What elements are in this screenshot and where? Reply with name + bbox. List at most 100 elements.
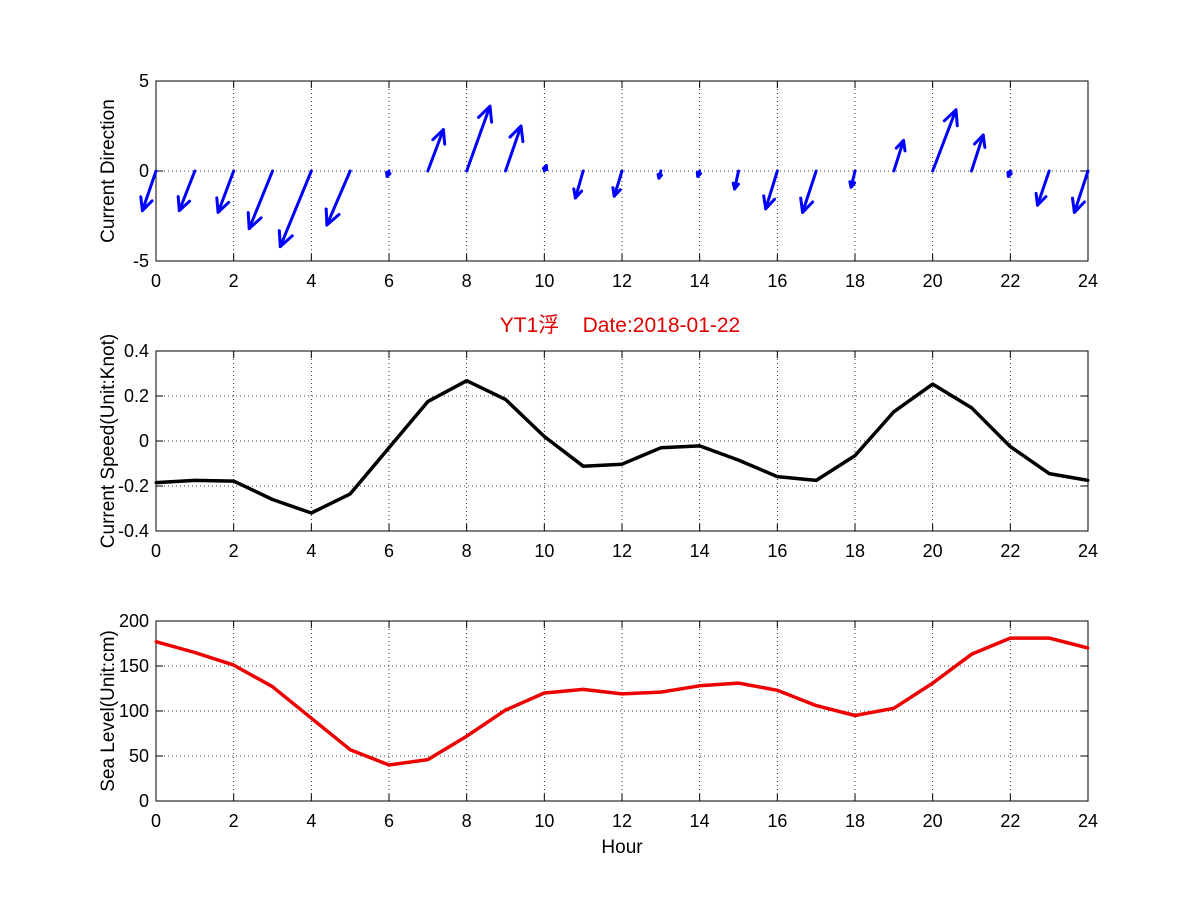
- arrow-shaft: [325, 169, 352, 227]
- x-tick-label: 14: [690, 271, 710, 291]
- arrow-shaft: [177, 169, 197, 213]
- data-point: [465, 734, 469, 738]
- y-tick-label: 0.2: [124, 386, 149, 406]
- vector-arrow: [611, 169, 624, 198]
- vector-arrow: [1034, 169, 1051, 207]
- vector-arrow: [176, 169, 197, 213]
- x-tick-label: 16: [767, 541, 787, 561]
- x-tick-label: 14: [690, 811, 710, 831]
- x-tick-label: 8: [462, 811, 472, 831]
- y-axis-label: Current Speed(Unit:Knot): [98, 334, 119, 548]
- arrow-shaft: [801, 169, 818, 214]
- x-tick-label: 10: [534, 271, 554, 291]
- y-axis-label: Current Direction: [98, 99, 119, 243]
- data-point: [542, 691, 546, 695]
- data-point: [698, 684, 702, 688]
- data-point: [814, 704, 818, 708]
- x-tick-label: 4: [306, 271, 316, 291]
- data-point: [232, 663, 236, 667]
- y-axis-label: Sea Level(Unit:cm): [98, 630, 119, 792]
- data-point: [931, 382, 935, 386]
- arrow-shaft: [504, 124, 523, 173]
- arrow-head: [799, 196, 815, 214]
- arrow-head: [572, 187, 584, 200]
- vector-arrow: [572, 169, 585, 200]
- data-point: [1086, 478, 1090, 482]
- x-tick-label: 16: [767, 271, 787, 291]
- x-tick-label: 22: [1000, 541, 1020, 561]
- data-point: [892, 706, 896, 710]
- data-point: [232, 479, 236, 483]
- arrow-head: [848, 180, 857, 189]
- y-tick-label: -0.4: [118, 521, 149, 541]
- arrow-shaft: [216, 169, 236, 214]
- vector-arrow: [799, 169, 818, 214]
- vector-arrow: [731, 169, 740, 191]
- arrow-head: [942, 108, 959, 128]
- y-tick-label: 5: [139, 71, 149, 91]
- vector-arrow: [541, 164, 549, 173]
- data-point: [1047, 636, 1051, 640]
- arrow-shaft: [426, 128, 445, 173]
- data-point: [737, 681, 740, 685]
- arrow-head: [541, 164, 549, 172]
- data-point: [193, 651, 197, 654]
- x-tick-label: 10: [534, 811, 554, 831]
- arrow-head: [246, 211, 263, 231]
- vector-arrow: [504, 124, 525, 173]
- arrow-head: [277, 229, 294, 249]
- current-speed-panel: 0 2 4 6 8 10 12 14 16 18 20 22 24-0.4-0.200.20.4Curr…: [98, 334, 1098, 561]
- vector-arrow: [465, 104, 494, 173]
- vector-arrow: [324, 169, 352, 227]
- data-point: [737, 458, 740, 462]
- data-point: [931, 681, 935, 685]
- data-point: [309, 511, 313, 515]
- arrow-shaft: [764, 169, 779, 211]
- arrow-head: [477, 104, 494, 124]
- data-point: [504, 397, 507, 401]
- data-point: [814, 478, 818, 482]
- x-tick-label: 24: [1078, 811, 1098, 831]
- data-point: [426, 758, 430, 762]
- data-point: [193, 478, 197, 482]
- data-point: [426, 400, 430, 404]
- x-tick-label: 20: [923, 271, 943, 291]
- x-tick-label: 20: [923, 811, 943, 831]
- data-point: [581, 687, 585, 691]
- data-point: [387, 446, 391, 450]
- data-point: [775, 688, 779, 692]
- data-point: [271, 498, 274, 501]
- x-tick-label: 6: [384, 811, 394, 831]
- arrow-head: [762, 194, 777, 211]
- data-point: [698, 444, 702, 448]
- x-axis-label: Hour: [601, 837, 643, 858]
- data-point: [348, 492, 352, 496]
- data-point: [659, 446, 663, 450]
- y-tick-label: 0: [139, 791, 149, 811]
- x-tick-label: 4: [306, 541, 316, 561]
- data-point: [154, 481, 158, 485]
- arrow-head: [508, 124, 525, 144]
- arrow-shaft: [140, 169, 158, 213]
- x-tick-label: 6: [384, 541, 394, 561]
- y-tick-label: 100: [119, 701, 149, 721]
- arrow-shaft: [573, 169, 585, 200]
- arrow-shaft: [278, 169, 313, 249]
- arrow-head: [1034, 191, 1048, 207]
- figure-title: YT1浮 Date:2018-01-22: [500, 314, 740, 337]
- x-tick-label: 18: [845, 271, 865, 291]
- vector-arrow: [848, 169, 857, 189]
- x-tick-label: 24: [1078, 271, 1098, 291]
- arrow-shaft: [970, 133, 985, 173]
- vector-arrow: [931, 108, 959, 173]
- arrow-shaft: [892, 138, 906, 173]
- data-point: [620, 462, 624, 466]
- data-point: [465, 379, 469, 383]
- x-tick-label: 0: [151, 271, 161, 291]
- y-tick-label: -5: [133, 251, 149, 271]
- data-point: [1086, 646, 1090, 650]
- data-point: [1008, 445, 1012, 449]
- y-tick-label: 0.4: [124, 341, 149, 361]
